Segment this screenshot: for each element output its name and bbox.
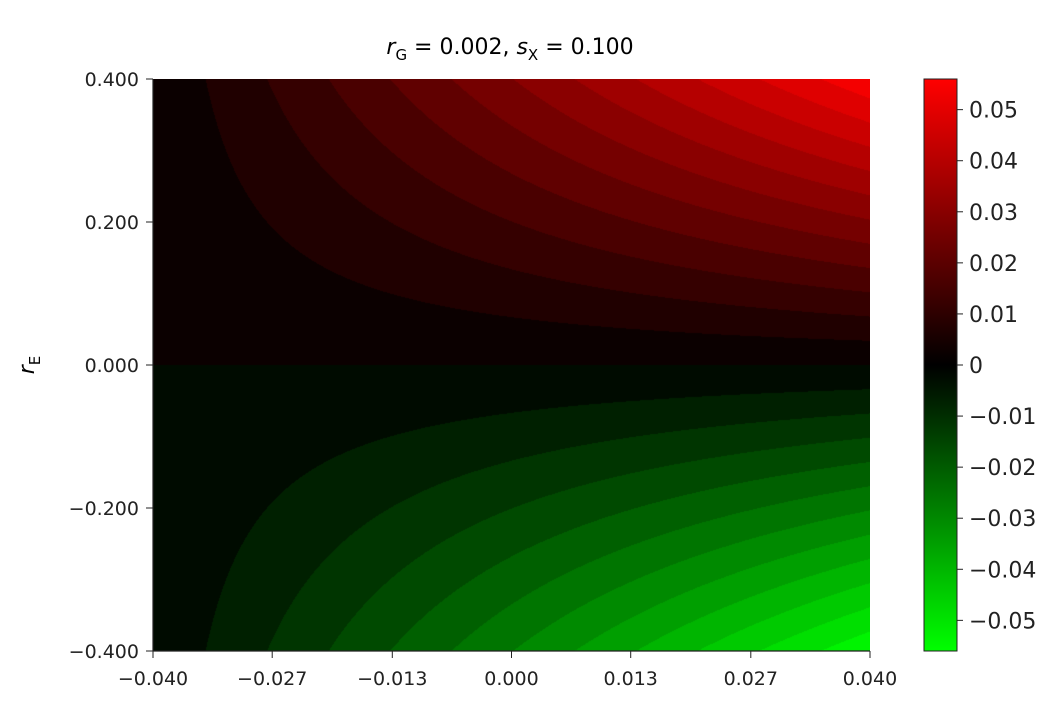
- x-tick-label: −0.027: [237, 668, 307, 690]
- colorbar-gradient: [924, 79, 957, 651]
- x-tick-label: −0.040: [118, 668, 188, 690]
- x-tick-label: 0.040: [843, 668, 897, 690]
- y-tick-label: −0.200: [69, 498, 139, 520]
- y-tick-label: 0.000: [85, 355, 139, 377]
- colorbar-tick-label: −0.02: [969, 456, 1036, 481]
- heatmap-canvas: [153, 79, 870, 651]
- colorbar-tick-label: 0.05: [969, 99, 1018, 124]
- y-tick-label: 0.200: [85, 212, 139, 234]
- plot-area: [153, 79, 870, 651]
- colorbar-tick-label: −0.04: [969, 558, 1036, 583]
- y-axis-ticks: 0.400 0.200 0.000 −0.200 −0.400: [69, 69, 153, 663]
- colorbar-tick-label: 0.04: [969, 150, 1018, 175]
- x-axis-ticks: −0.040 −0.027 −0.013 0.000 0.013 0.027 0.040: [118, 651, 897, 690]
- colorbar-tick-label: 0.01: [969, 303, 1018, 328]
- colorbar-tick-label: 0.03: [969, 201, 1018, 226]
- x-tick-label: 0.000: [484, 668, 538, 690]
- colorbar-tick-label: −0.05: [969, 609, 1036, 634]
- y-axis-label: rE: [15, 356, 44, 375]
- x-tick-label: 0.027: [724, 668, 778, 690]
- y-tick-label: −0.400: [69, 641, 139, 663]
- colorbar-tick-label: −0.03: [969, 507, 1036, 532]
- x-tick-label: −0.013: [357, 668, 427, 690]
- colorbar-ticks: 0.05 0.04 0.03 0.02 0.01 0 −0.01 −0.02 −0.03 −0.0…: [957, 99, 1036, 634]
- colorbar: 0.05 0.04 0.03 0.02 0.01 0 −0.01 −0.02 −0.03 −0.0…: [923, 78, 1036, 652]
- colorbar-tick-label: −0.01: [969, 405, 1036, 430]
- colorbar-tick-label: 0.02: [969, 252, 1018, 277]
- x-tick-label: 0.013: [603, 668, 657, 690]
- colorbar-tick-label: 0: [969, 354, 983, 379]
- chart-title: rG = 0.002, sX = 0.100: [386, 35, 633, 64]
- y-tick-label: 0.400: [85, 69, 139, 91]
